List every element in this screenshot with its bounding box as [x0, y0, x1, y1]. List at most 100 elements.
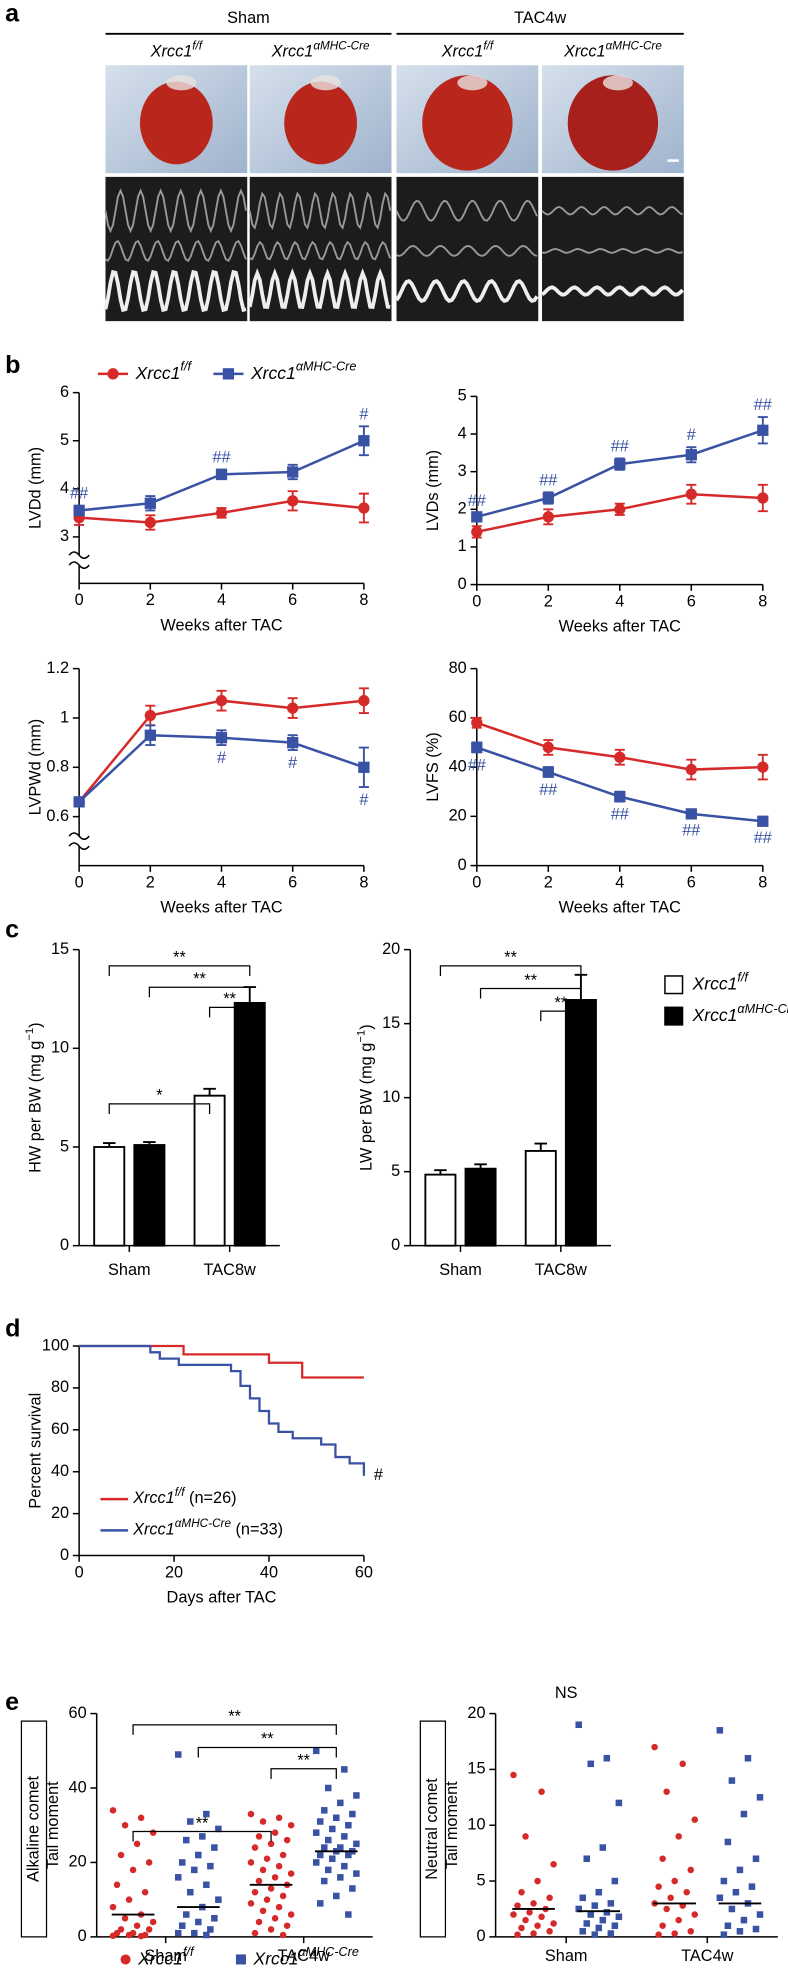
marker: [685, 488, 697, 500]
marker: [287, 1821, 295, 1829]
marker: [550, 1861, 557, 1868]
y-tick-label: 20: [51, 1504, 69, 1522]
marker: [542, 492, 554, 504]
marker: [113, 1881, 121, 1889]
significance-label: ##: [468, 492, 486, 510]
y-tick-label: 3: [60, 527, 69, 545]
annotation: NS: [555, 1684, 578, 1702]
marker: [203, 1810, 210, 1818]
marker: [109, 1932, 117, 1940]
marker: [614, 458, 626, 470]
y-tick-label: 80: [51, 1378, 69, 1396]
marker: [736, 1866, 744, 1874]
axis-break: [68, 551, 90, 559]
marker: [757, 761, 769, 773]
axis-break-gap: [69, 555, 90, 566]
marker: [316, 1851, 324, 1859]
heart: [567, 75, 659, 171]
marker: [675, 1833, 682, 1840]
panel-letter: d: [5, 1314, 20, 1342]
marker: [178, 1922, 186, 1929]
marker: [757, 492, 769, 504]
y-tick-label: 40: [449, 757, 467, 775]
y-axis-label-text: ): [27, 1022, 45, 1027]
x-tick-label: 4: [217, 873, 226, 891]
marker: [663, 1788, 670, 1795]
marker: [287, 1870, 295, 1877]
x-axis-label: Days after TAC: [167, 1588, 277, 1606]
marker: [659, 1855, 666, 1862]
echo-trace: [249, 240, 392, 261]
significance-label: **: [297, 1752, 310, 1770]
marker: [614, 790, 626, 803]
y-axis-label-superscript: −1: [355, 1030, 367, 1043]
marker: [530, 1930, 537, 1937]
marker: [251, 1844, 259, 1851]
marker: [247, 1810, 255, 1818]
y-tick-label: 5: [458, 387, 467, 405]
gene-name: Xrcc1: [692, 973, 738, 993]
marker: [728, 1777, 736, 1784]
marker: [271, 1874, 279, 1881]
x-tick-label: 20: [165, 1563, 183, 1581]
marker: [325, 1784, 332, 1792]
y-tick-label: 10: [51, 1039, 69, 1057]
y-tick-label: 0: [476, 1927, 485, 1945]
marker: [659, 1922, 666, 1929]
marker: [259, 1818, 267, 1825]
echo-trace: [395, 199, 538, 222]
marker: [203, 1881, 210, 1889]
significance-label: *: [156, 1087, 163, 1105]
marker: [471, 511, 483, 523]
marker: [655, 1883, 662, 1890]
marker: [125, 1896, 133, 1903]
marker: [207, 1926, 214, 1933]
y-tick-label: 60: [449, 708, 467, 726]
y-tick-label: 10: [382, 1088, 400, 1106]
heart: [284, 81, 357, 165]
marker: [279, 1931, 287, 1939]
marker: [583, 1855, 591, 1862]
marker: [203, 1931, 210, 1939]
marker: [109, 1903, 117, 1911]
y-tick-label: 1: [60, 708, 69, 726]
marker: [255, 1918, 263, 1926]
x-tick-label: 2: [544, 873, 553, 891]
marker: [251, 1929, 259, 1937]
echo-trace: [541, 248, 683, 254]
x-tick-label: 60: [355, 1563, 373, 1581]
y-tick-label: 6: [60, 383, 69, 401]
marker: [341, 1766, 348, 1773]
x-tick-label: 6: [687, 873, 696, 891]
group-label: Sham: [227, 9, 270, 27]
marker: [174, 1751, 182, 1758]
x-tick-label: TAC4w: [278, 1947, 330, 1965]
axis-break-gap: [69, 836, 90, 847]
marker: [522, 1916, 529, 1924]
marker: [603, 1909, 611, 1916]
marker: [129, 1866, 137, 1874]
marker: [752, 1925, 760, 1933]
significance-label: ##: [754, 396, 772, 414]
y-tick-label: 20: [69, 1853, 87, 1871]
y-axis-label: Percent survival: [27, 1393, 45, 1509]
x-tick-label: 4: [615, 592, 624, 610]
y-tick-label: 1: [458, 537, 467, 555]
x-tick-label: 2: [544, 592, 553, 610]
y-axis-label: Tail moment: [44, 1781, 62, 1869]
marker: [663, 1905, 670, 1913]
genotype-label: Xrcc1f/f: [135, 360, 193, 383]
gene-superscript: f/f: [180, 360, 192, 374]
y-tick-label: 20: [449, 807, 467, 825]
y-tick-label: 20: [467, 1704, 485, 1722]
group-label: TAC4w: [514, 9, 566, 27]
echo-trace: [104, 188, 247, 234]
marker: [748, 1883, 756, 1890]
marker: [534, 1922, 541, 1929]
marker: [320, 1844, 328, 1851]
marker: [267, 1885, 275, 1892]
significance-label: ##: [682, 822, 700, 840]
marker: [614, 751, 626, 763]
gene-name: Xrcc1: [441, 43, 484, 61]
